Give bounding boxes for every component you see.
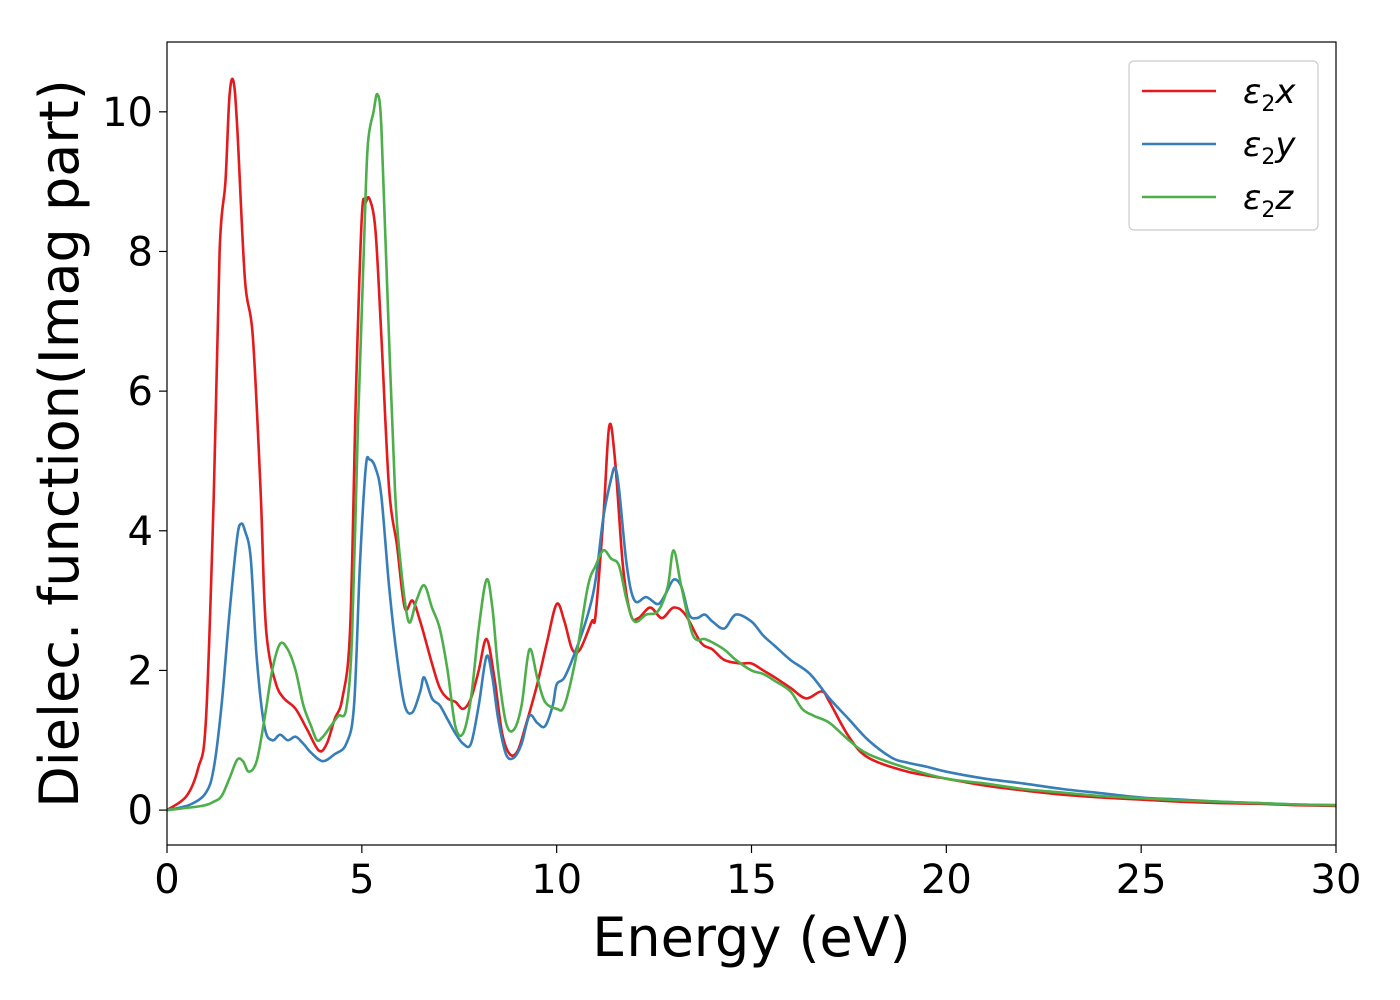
y-tick-label: 0 [128, 788, 153, 834]
x-tick-label: 30 [1311, 857, 1362, 903]
series-layer [167, 77, 1336, 812]
y-tick-label: 4 [128, 509, 153, 555]
legend-label-z: ε2z [1243, 178, 1294, 223]
y-tick-label: 6 [128, 369, 153, 415]
y-axis-title: Dielec. function(Imag part) [28, 79, 91, 808]
x-axis-title: Energy (eV) [592, 906, 911, 969]
y-axis: 0 2 4 6 8 10 [102, 90, 167, 834]
x-tick-label: 20 [921, 857, 972, 903]
x-tick-label: 25 [1116, 857, 1167, 903]
x-axis: 0 5 10 15 20 25 30 [154, 845, 1361, 903]
legend: ε2x ε2y ε2z [1128, 60, 1319, 231]
legend-box [1128, 60, 1319, 231]
series-line-x [167, 77, 1336, 812]
y-tick-label: 8 [128, 229, 153, 275]
y-tick-label: 2 [128, 648, 153, 694]
x-tick-label: 5 [349, 857, 374, 903]
x-tick-label: 0 [154, 857, 179, 903]
legend-label-y: ε2y [1243, 125, 1296, 170]
series-line-y [167, 455, 1336, 812]
legend-label-x: ε2x [1243, 72, 1296, 117]
series-line-z [167, 92, 1336, 812]
x-tick-label: 10 [531, 857, 582, 903]
x-tick-label: 15 [726, 857, 777, 903]
y-tick-label: 10 [102, 90, 153, 136]
